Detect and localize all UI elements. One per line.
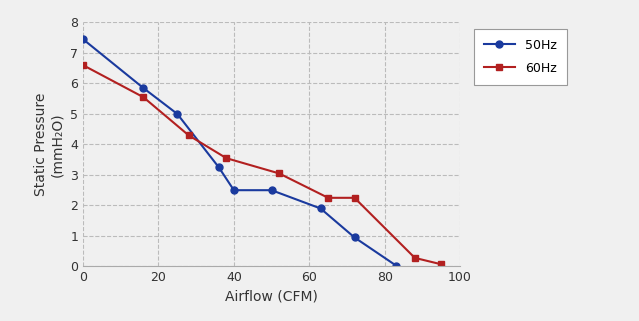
60Hz bbox=[411, 256, 419, 260]
Line: 60Hz: 60Hz bbox=[80, 62, 445, 268]
60Hz bbox=[79, 63, 87, 67]
Y-axis label: Static Pressure
(mmH₂O): Static Pressure (mmH₂O) bbox=[35, 93, 65, 196]
60Hz bbox=[351, 196, 358, 200]
60Hz bbox=[275, 171, 283, 175]
50Hz bbox=[351, 236, 358, 239]
50Hz bbox=[139, 86, 147, 90]
50Hz bbox=[215, 165, 222, 169]
Legend: 50Hz, 60Hz: 50Hz, 60Hz bbox=[474, 29, 567, 85]
50Hz bbox=[317, 207, 325, 211]
50Hz bbox=[79, 37, 87, 41]
50Hz bbox=[230, 188, 238, 192]
50Hz bbox=[173, 112, 181, 116]
50Hz bbox=[392, 264, 400, 267]
Line: 50Hz: 50Hz bbox=[80, 36, 399, 269]
60Hz bbox=[222, 156, 230, 160]
50Hz bbox=[268, 188, 275, 192]
60Hz bbox=[325, 196, 332, 200]
60Hz bbox=[185, 134, 192, 137]
60Hz bbox=[437, 262, 445, 266]
60Hz bbox=[139, 95, 147, 99]
X-axis label: Airflow (CFM): Airflow (CFM) bbox=[225, 290, 318, 304]
